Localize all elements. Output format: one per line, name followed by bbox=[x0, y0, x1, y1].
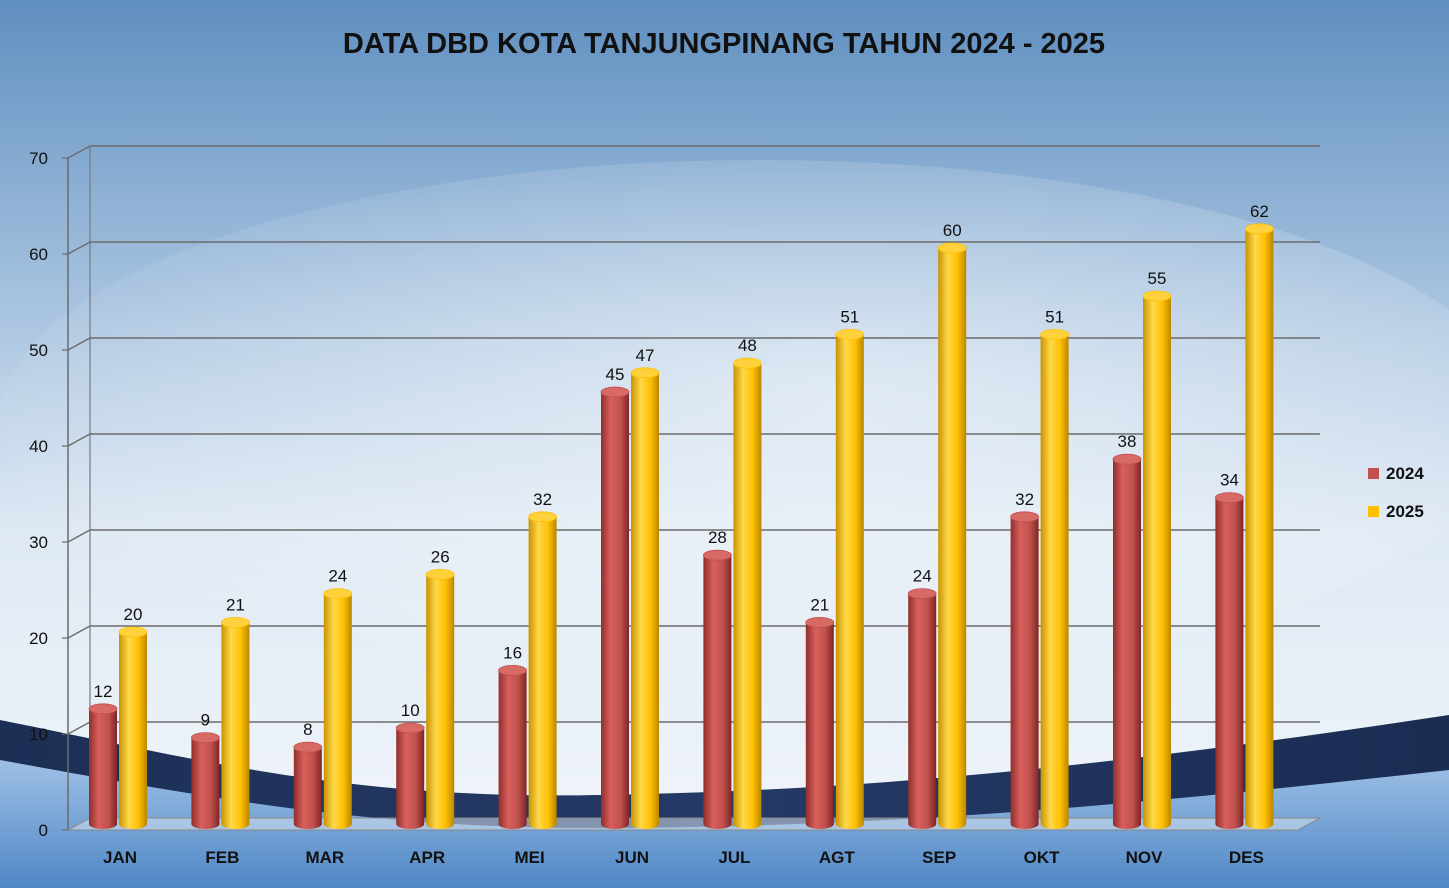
legend-swatch bbox=[1368, 468, 1379, 479]
legend-label: 2025 bbox=[1386, 502, 1424, 521]
data-label-2024-feb: 9 bbox=[201, 711, 210, 730]
y-tick-label: 10 bbox=[29, 725, 48, 744]
gridline-depth bbox=[67, 529, 91, 543]
bar-2025-jul bbox=[733, 357, 762, 829]
data-label-2024-mar: 8 bbox=[303, 720, 312, 739]
gridline-depth bbox=[67, 433, 91, 447]
bar-2025-mar bbox=[323, 588, 353, 829]
background-glow bbox=[0, 160, 1449, 680]
legend-item-2025: 2025 bbox=[1368, 502, 1424, 521]
y-tick-label: 40 bbox=[29, 437, 48, 456]
data-label-2025-apr: 26 bbox=[431, 547, 450, 566]
x-tick-label: MAR bbox=[305, 848, 344, 867]
gridline-depth bbox=[67, 241, 91, 255]
data-label-2024-okt: 32 bbox=[1015, 490, 1034, 509]
x-tick-label: APR bbox=[409, 848, 445, 867]
bar-2025-nov bbox=[1142, 290, 1172, 829]
floor bbox=[67, 817, 1321, 831]
legend-label: 2024 bbox=[1386, 464, 1424, 483]
x-tick-label: AGT bbox=[819, 848, 856, 867]
bar-2024-apr bbox=[395, 722, 425, 829]
data-label-2024-agt: 21 bbox=[810, 595, 829, 614]
data-label-2024-jan: 12 bbox=[94, 682, 113, 701]
y-axis-ticks: 0 10 20 30 40 50 60 70 bbox=[29, 149, 68, 840]
data-label-2025-jul: 48 bbox=[738, 336, 757, 355]
x-tick-label: DES bbox=[1229, 848, 1264, 867]
data-label-2025-nov: 55 bbox=[1148, 269, 1167, 288]
data-label-2024-sep: 24 bbox=[913, 567, 932, 586]
legend-item-2024: 2024 bbox=[1368, 464, 1424, 483]
gridline-depth bbox=[67, 337, 91, 351]
gridline-depth bbox=[67, 721, 91, 735]
data-label-2025-mar: 24 bbox=[328, 567, 347, 586]
x-tick-label: JAN bbox=[103, 848, 137, 867]
data-label-2024-jun: 45 bbox=[606, 365, 625, 384]
y-tick-label: 70 bbox=[29, 149, 48, 168]
x-tick-label: MEI bbox=[514, 848, 544, 867]
data-labels: 12 20 9 21 8 24 10 26 16 32 45 47 28 48 21 51 24 60 32 51 38… bbox=[94, 202, 1269, 739]
bar-2024-mar bbox=[293, 741, 323, 829]
gridline-depth bbox=[67, 145, 91, 159]
bar-2025-jun bbox=[630, 367, 660, 829]
bar-2024-jan bbox=[88, 703, 118, 829]
bar-2025-okt bbox=[1040, 328, 1069, 829]
bar-2024-mei bbox=[498, 665, 527, 829]
y-tick-label: 60 bbox=[29, 245, 48, 264]
bar-2025-feb bbox=[220, 617, 250, 829]
gridline-depth bbox=[67, 625, 91, 639]
bar-2025-jan bbox=[118, 626, 148, 829]
x-axis-labels: JAN FEB MAR APR MEI JUN JUL AGT SEP OKT NOV DES bbox=[103, 848, 1264, 867]
bar-2025-sep bbox=[937, 242, 967, 829]
legend-swatch bbox=[1368, 506, 1379, 517]
x-tick-label: NOV bbox=[1126, 848, 1164, 867]
bars bbox=[88, 223, 1274, 830]
data-label-2024-apr: 10 bbox=[401, 701, 420, 720]
y-tick-label: 0 bbox=[39, 821, 48, 840]
bar-2024-sep bbox=[907, 588, 937, 829]
x-tick-label: JUL bbox=[718, 848, 750, 867]
bar-2024-feb bbox=[190, 732, 220, 829]
y-tick-label: 20 bbox=[29, 629, 48, 648]
data-label-2025-sep: 60 bbox=[943, 221, 962, 240]
bar-2024-des bbox=[1215, 492, 1244, 829]
data-label-2024-mei: 16 bbox=[503, 643, 522, 662]
data-label-2024-des: 34 bbox=[1220, 471, 1239, 490]
background-wave-light bbox=[0, 760, 1449, 888]
data-label-2025-jan: 20 bbox=[124, 605, 143, 624]
data-label-2025-okt: 51 bbox=[1045, 307, 1064, 326]
bar-2024-jul bbox=[703, 549, 732, 829]
data-label-2025-des: 62 bbox=[1250, 202, 1269, 221]
x-tick-label: OKT bbox=[1024, 848, 1061, 867]
data-label-2025-agt: 51 bbox=[840, 307, 859, 326]
x-tick-label: FEB bbox=[205, 848, 239, 867]
data-label-2024-jul: 28 bbox=[708, 528, 727, 547]
bar-2025-des bbox=[1245, 223, 1274, 830]
data-label-2025-feb: 21 bbox=[226, 595, 245, 614]
bar-2024-nov bbox=[1112, 453, 1142, 829]
data-label-2025-jun: 47 bbox=[636, 346, 655, 365]
data-label-2024-nov: 38 bbox=[1118, 432, 1137, 451]
y-tick-label: 30 bbox=[29, 533, 48, 552]
bar-2025-apr bbox=[425, 569, 455, 829]
legend: 2024 2025 bbox=[1368, 464, 1424, 521]
bar-2024-okt bbox=[1010, 511, 1039, 829]
x-tick-label: JUN bbox=[615, 848, 649, 867]
bar-2025-agt bbox=[835, 328, 865, 829]
x-tick-label: SEP bbox=[922, 848, 956, 867]
bar-2024-agt bbox=[805, 617, 835, 829]
bar-2025-mei bbox=[528, 511, 557, 829]
chart-title: DATA DBD KOTA TANJUNGPINANG TAHUN 2024 -… bbox=[343, 28, 1105, 60]
bar-2024-jun bbox=[600, 386, 630, 829]
y-tick-label: 50 bbox=[29, 341, 48, 360]
data-label-2025-mei: 32 bbox=[533, 490, 552, 509]
